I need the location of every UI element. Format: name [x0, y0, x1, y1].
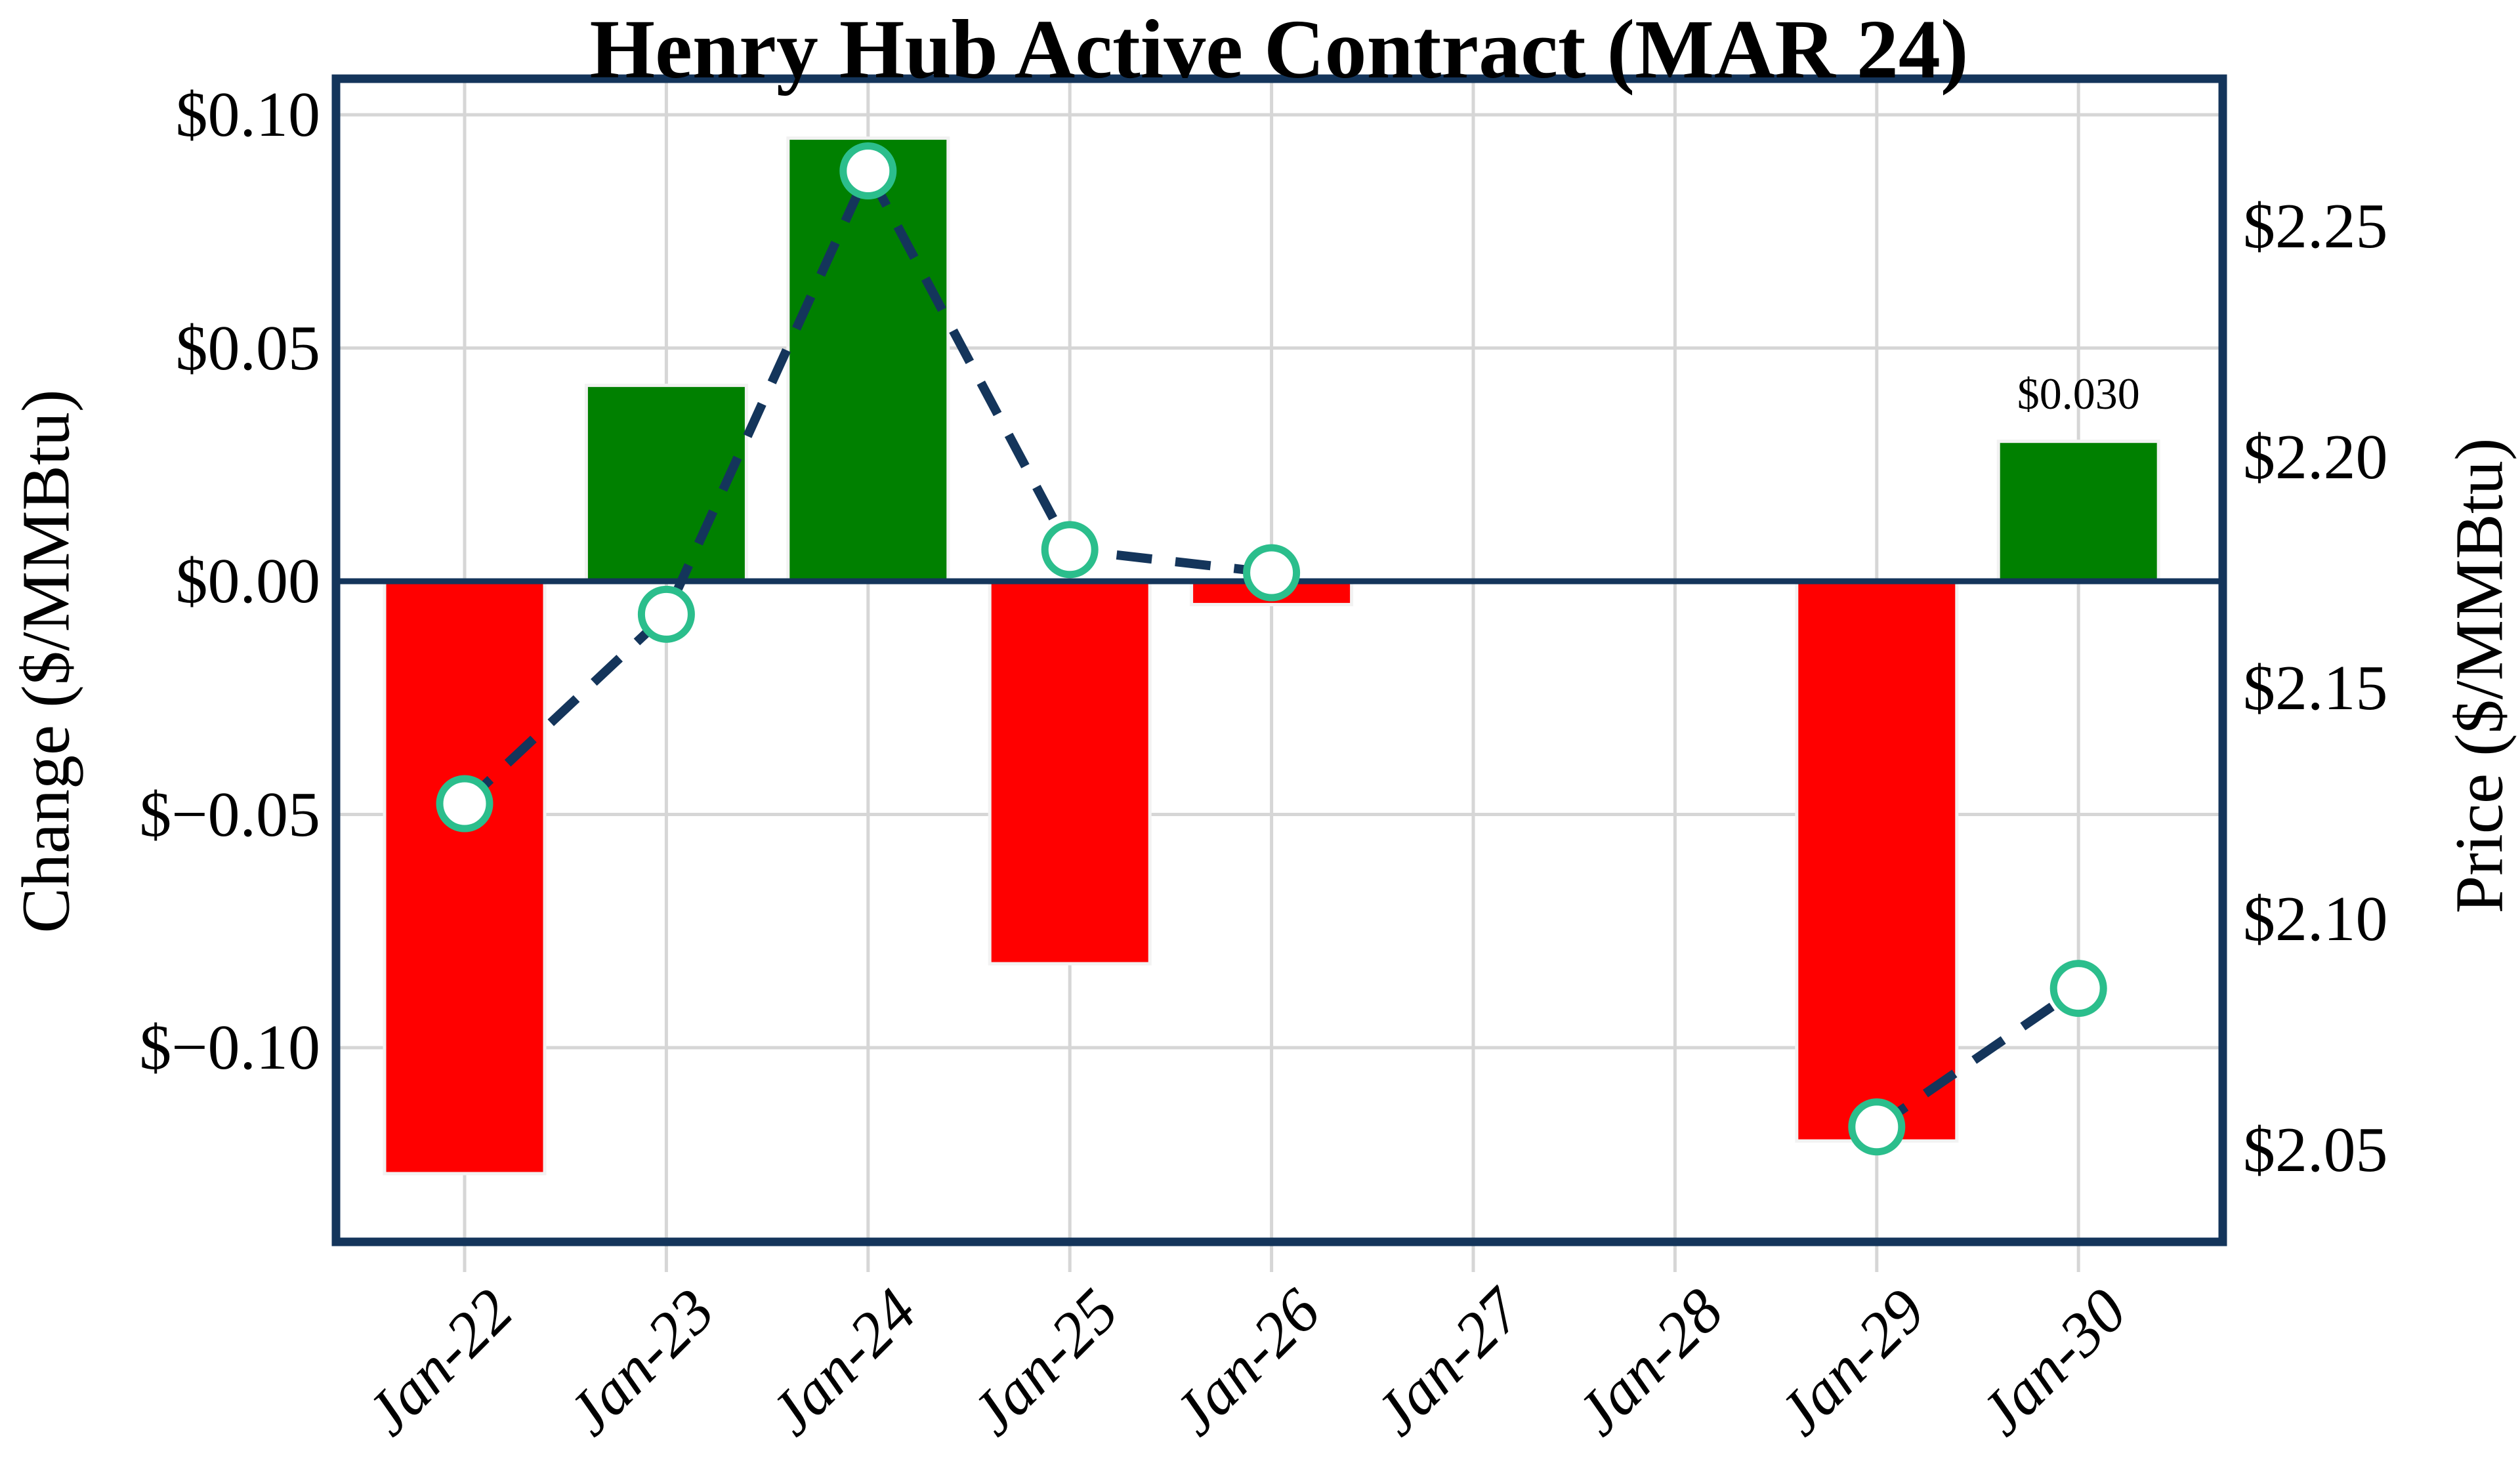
left-axis-tick-label: $−0.05 [139, 779, 320, 850]
left-axis-label: Change ($/MMBtu) [8, 389, 84, 934]
left-axis-tick-label: $0.00 [175, 546, 321, 617]
left-axis-tick-label: $0.10 [175, 79, 321, 150]
chart-title: Henry Hub Active Contract (MAR 24) [589, 3, 1969, 96]
price-marker [1243, 544, 1301, 602]
left-axis-tick-label: $−0.10 [139, 1012, 320, 1083]
right-axis-tick-label: $2.10 [2243, 884, 2388, 955]
left-axis-tick-label: $0.05 [175, 312, 321, 384]
change-bar [1795, 579, 1959, 1143]
right-axis-label: Price ($/MMBtu) [2441, 438, 2517, 914]
price-line-segment [1874, 984, 2082, 1131]
change-bar [786, 136, 950, 583]
price-marker [839, 142, 897, 200]
right-axis-tick-label: $2.05 [2243, 1115, 2388, 1185]
price-marker [1848, 1098, 1906, 1156]
right-axis-tick-label: $2.15 [2243, 653, 2388, 724]
price-marker [637, 585, 695, 643]
price-marker [436, 775, 494, 832]
right-axis-tick-label: $2.25 [2243, 191, 2388, 262]
change-bar [383, 579, 547, 1176]
change-bar [1996, 440, 2160, 583]
price-marker [1041, 521, 1099, 579]
price-marker [2049, 960, 2107, 1018]
change-bar [988, 579, 1152, 966]
right-axis-tick-label: $2.20 [2243, 422, 2388, 493]
plot-frame [331, 74, 2227, 1246]
price-line-layer [461, 160, 2082, 1131]
price-markers-layer [436, 142, 2107, 1156]
plot-frame-layer [331, 74, 2227, 1246]
price-line-segment [461, 160, 1272, 808]
bar-value-annotation: $0.030 [2017, 368, 2140, 419]
change-bars-layer [383, 136, 2160, 1176]
